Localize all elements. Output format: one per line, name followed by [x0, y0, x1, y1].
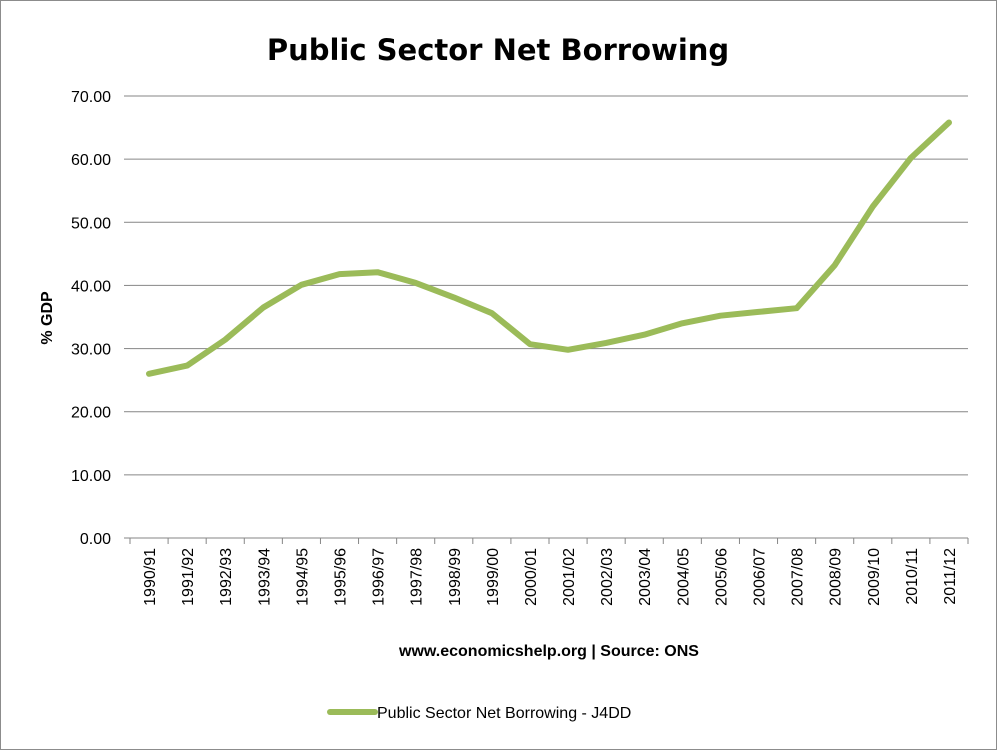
y-axis-title: % GDP — [39, 291, 56, 345]
x-tick-label: 2000/01 — [523, 548, 540, 606]
x-tick-label: 1992/93 — [218, 548, 235, 606]
x-tick-label: 1991/92 — [180, 548, 197, 606]
x-tick-label: 1995/96 — [333, 548, 350, 606]
x-tick-label: 2007/08 — [790, 548, 807, 606]
x-tick-label: 1993/94 — [256, 548, 273, 606]
x-tick-label: 2006/07 — [752, 548, 769, 606]
x-tick-label: 2005/06 — [713, 548, 730, 606]
x-tick-label: 1997/98 — [409, 548, 426, 606]
legend-label: Public Sector Net Borrowing - J4DD — [377, 705, 631, 722]
x-tick-label: 1996/97 — [371, 548, 388, 606]
x-tick-label: 1994/95 — [294, 548, 311, 606]
y-tick-label: 30.00 — [71, 342, 111, 359]
series-line — [146, 119, 952, 377]
x-axis-ticks: 1990/91 1991/92 1992/93 1993/94 1994/95 1995/… — [129, 538, 969, 606]
x-tick-label: 2004/05 — [675, 548, 692, 606]
y-axis-ticks: 0.00 10.00 20.00 30.00 40.00 50.00 60.00 70.00 — [71, 89, 130, 548]
x-tick-label: 2009/10 — [866, 548, 883, 606]
chart-title: Public Sector Net Borrowing — [267, 33, 729, 67]
x-tick-label: 2010/11 — [904, 548, 921, 605]
x-axis-title: www.economicshelp.org | Source: ONS — [398, 643, 699, 660]
x-tick-label: 2003/04 — [637, 548, 654, 606]
legend: Public Sector Net Borrowing - J4DD — [327, 705, 631, 722]
gridlines — [130, 95, 968, 476]
y-tick-label: 40.00 — [71, 278, 111, 295]
x-tick-label: 2002/03 — [599, 548, 616, 606]
y-tick-label: 70.00 — [71, 89, 111, 106]
x-tick-label: 1998/99 — [447, 548, 464, 606]
y-tick-label: 60.00 — [71, 152, 111, 169]
y-tick-label: 0.00 — [80, 531, 111, 548]
x-tick-label: 2001/02 — [561, 548, 578, 606]
x-tick-label: 2008/09 — [828, 548, 845, 606]
y-tick-label: 20.00 — [71, 405, 111, 422]
x-tick-label: 1999/00 — [485, 548, 502, 606]
x-tick-label: 2011/12 — [942, 548, 959, 605]
x-tick-label: 1990/91 — [142, 548, 159, 606]
y-tick-label: 10.00 — [71, 468, 111, 485]
y-tick-label: 50.00 — [71, 215, 111, 232]
